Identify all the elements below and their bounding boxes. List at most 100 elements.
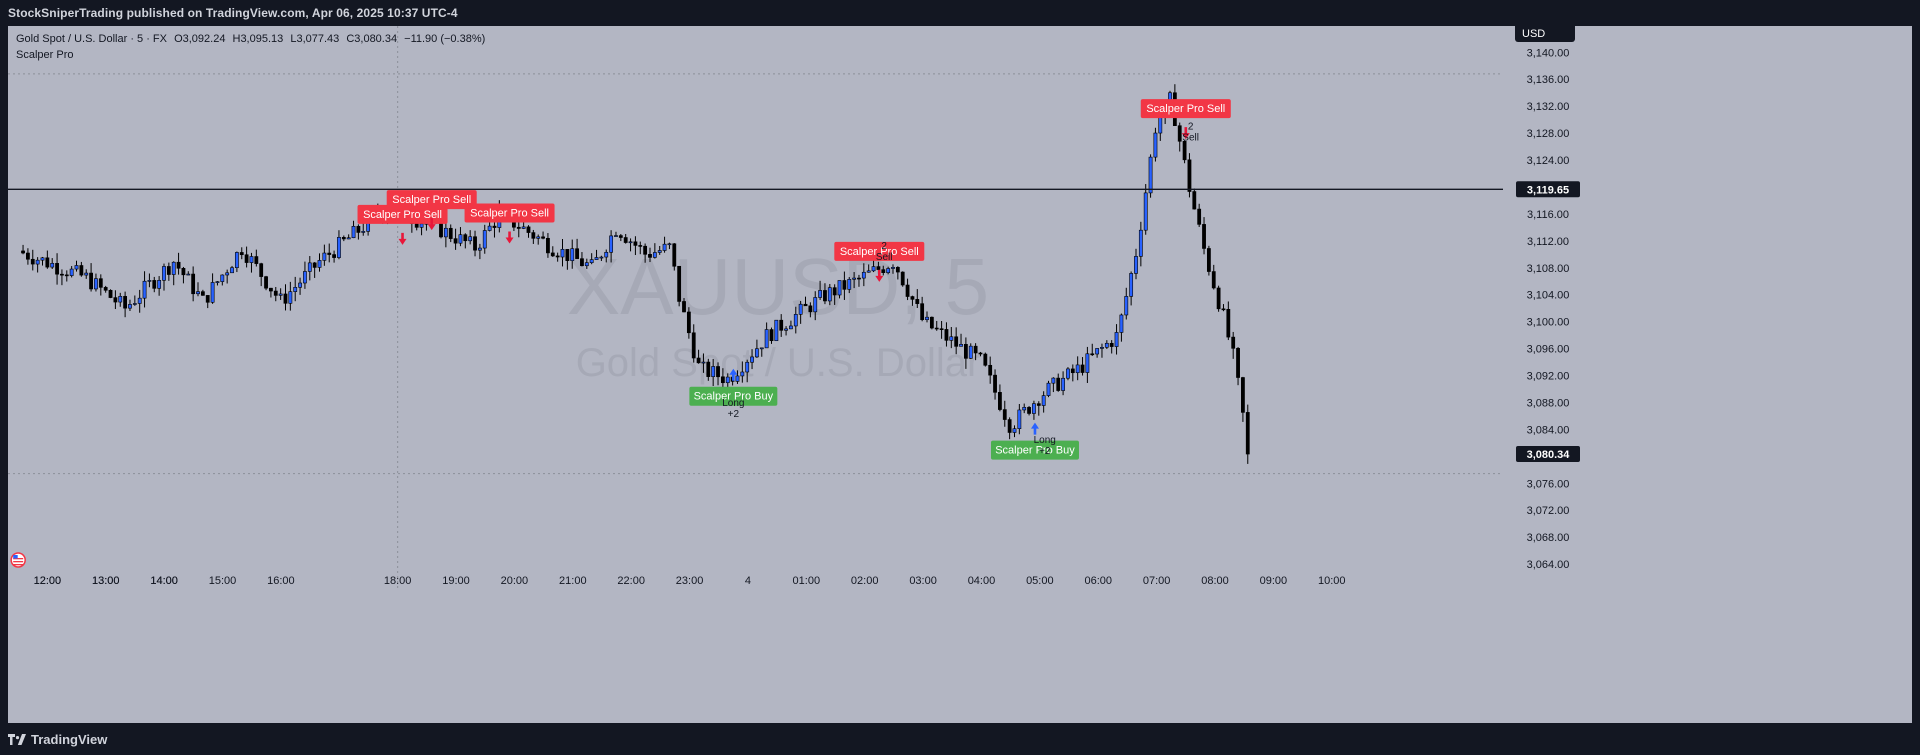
candle-body-up bbox=[614, 235, 618, 237]
candle bbox=[1241, 376, 1245, 422]
candle-body-down bbox=[876, 266, 881, 270]
sell-signal-label[interactable]: Scalper Pro Sell bbox=[834, 241, 925, 261]
candle-body-up bbox=[1100, 347, 1104, 349]
candle-body-up bbox=[1095, 348, 1100, 355]
candle bbox=[1100, 343, 1104, 358]
candle bbox=[735, 370, 740, 384]
time-axis-label: 19:00 bbox=[442, 575, 470, 587]
candle-body-down bbox=[1007, 419, 1012, 433]
sell-signal-label[interactable]: Scalper Pro Sell bbox=[1140, 99, 1231, 119]
candle-body-down bbox=[463, 234, 468, 242]
candle bbox=[803, 296, 808, 307]
us-flag-event-icon[interactable] bbox=[10, 552, 26, 568]
candle-body-up bbox=[1104, 342, 1109, 348]
candle-body-up bbox=[307, 262, 312, 272]
candle-body-up bbox=[774, 319, 779, 342]
candle-body-down bbox=[283, 293, 288, 304]
candle bbox=[171, 261, 176, 286]
price-axis-label: 3,132.00 bbox=[1527, 101, 1570, 113]
buy-signal-label[interactable]: Scalper Pro Buy bbox=[689, 386, 778, 406]
sell-signal-label[interactable]: Scalper Pro Sell bbox=[464, 203, 555, 223]
candle-body-down bbox=[1177, 125, 1182, 142]
candle-body-down bbox=[239, 252, 244, 256]
candle-body-up bbox=[35, 259, 40, 265]
candle-body-up bbox=[132, 303, 137, 305]
flag-canton bbox=[13, 555, 18, 559]
candle-body-down bbox=[905, 284, 910, 297]
candle-body-down bbox=[123, 296, 128, 309]
candle-body-up bbox=[298, 282, 302, 288]
candle bbox=[609, 230, 614, 263]
candle-body-up bbox=[288, 291, 293, 304]
candle-body-up bbox=[628, 241, 633, 244]
candle bbox=[458, 227, 463, 247]
price-axis-label: 3,068.00 bbox=[1527, 532, 1570, 544]
candle bbox=[1002, 400, 1007, 427]
candle-body-up bbox=[784, 328, 788, 331]
candle bbox=[1051, 377, 1056, 393]
candle bbox=[662, 236, 667, 253]
candle-body-down bbox=[973, 345, 978, 354]
candle bbox=[273, 286, 278, 302]
buy-signal-label[interactable]: Scalper Pro Buy bbox=[990, 440, 1079, 460]
candle-body-down bbox=[98, 278, 103, 288]
candle-body-down bbox=[623, 237, 628, 243]
candle bbox=[341, 235, 346, 242]
candle-body-down bbox=[1226, 308, 1231, 338]
flag-stripe bbox=[13, 558, 24, 560]
candle-body-down bbox=[638, 245, 643, 247]
candle-body-down bbox=[895, 267, 900, 273]
candle-body-up bbox=[968, 345, 973, 359]
candle-body-up bbox=[171, 261, 176, 275]
candle-body-down bbox=[993, 374, 997, 393]
candle bbox=[643, 243, 648, 263]
time-axis-label: 15:00 bbox=[209, 575, 237, 587]
time-axis-label: 13:00 bbox=[92, 575, 120, 587]
candle bbox=[900, 271, 905, 287]
candle-body-down bbox=[45, 257, 50, 268]
candle-body-down bbox=[103, 287, 108, 291]
candle-body-down bbox=[716, 366, 720, 378]
candle bbox=[1070, 364, 1075, 382]
price-axis[interactable]: 3,064.003,068.003,072.003,076.003,080.00… bbox=[1516, 47, 1580, 571]
indicator-name[interactable]: Scalper Pro bbox=[16, 49, 74, 61]
candle bbox=[259, 262, 264, 287]
candle bbox=[808, 302, 813, 318]
chart-area[interactable]: XAUUSD, 5 Gold Spot / U.S. Dollar Scalper … bbox=[8, 26, 1912, 723]
candle bbox=[993, 369, 997, 400]
price-axis-label: 3,128.00 bbox=[1527, 128, 1570, 140]
candle bbox=[793, 306, 798, 334]
candle bbox=[254, 249, 259, 267]
price-axis-label: 3,108.00 bbox=[1527, 263, 1570, 275]
candle bbox=[565, 249, 570, 270]
candle bbox=[210, 273, 215, 304]
candle-body-down bbox=[881, 269, 886, 273]
candle-body-up bbox=[861, 271, 866, 279]
candle-body-up bbox=[351, 226, 356, 239]
trade-annotation-text: Sell bbox=[876, 252, 893, 263]
candle-body-up bbox=[157, 280, 162, 289]
candle-body-up bbox=[1114, 332, 1119, 347]
candle bbox=[857, 274, 861, 287]
candle bbox=[531, 229, 536, 244]
candle bbox=[1197, 203, 1202, 227]
candle-body-down bbox=[113, 297, 118, 303]
price-axis-label: 3,116.00 bbox=[1527, 209, 1569, 221]
sell-signal-label[interactable]: Scalper Pro Sell bbox=[357, 204, 448, 224]
candle-body-up bbox=[609, 235, 614, 253]
candle-body-down bbox=[934, 327, 939, 330]
candle bbox=[307, 256, 312, 281]
sell-signal-label[interactable]: Scalper Pro Sell bbox=[386, 190, 477, 210]
candle bbox=[89, 263, 93, 292]
price-axis-label: 3,064.00 bbox=[1527, 559, 1570, 571]
tradingview-logo[interactable]: TradingView bbox=[8, 732, 107, 747]
candle-body-down bbox=[686, 311, 691, 334]
time-axis-label: 14:00 bbox=[150, 575, 178, 587]
candle-body-up bbox=[137, 297, 142, 304]
candle-body-down bbox=[1206, 248, 1211, 272]
candle-body-up bbox=[118, 296, 123, 303]
currency-button[interactable]: USD bbox=[1515, 26, 1575, 42]
candle bbox=[949, 327, 954, 349]
time-axis[interactable]: 12:00 13:00 14:00 15:00 16:00 18:00 19:00 20:00… bbox=[8, 575, 1346, 587]
